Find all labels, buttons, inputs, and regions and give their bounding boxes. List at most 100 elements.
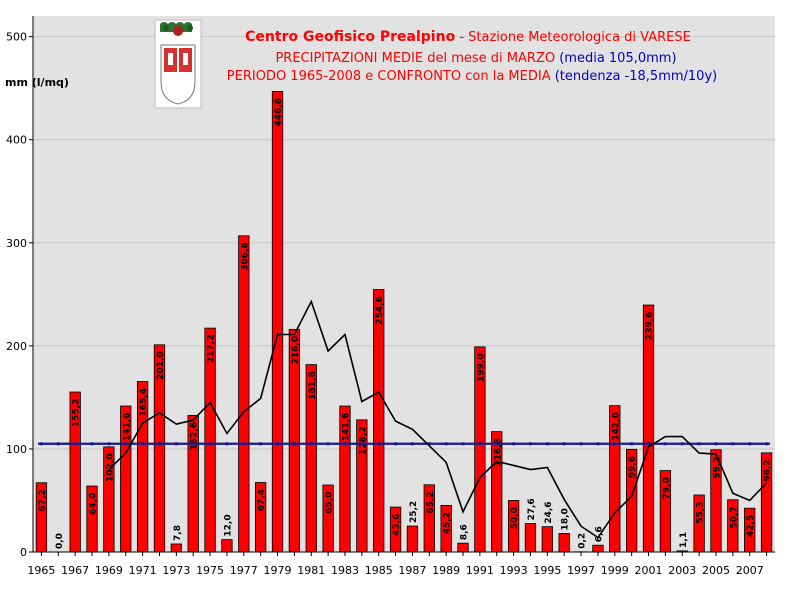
bar-value-label-2004: 55,3 [696,502,706,524]
series-lines [38,299,770,539]
bar-value-label-1988: 65,2 [426,491,436,513]
x-tick-label: 1983 [331,564,359,577]
mean-marker [377,442,381,446]
mean-marker [647,442,651,446]
bar-value-label-1984: 128,2 [358,426,368,454]
x-tick-label: 2003 [668,564,696,577]
bar-value-label-2008: 96,2 [763,459,773,481]
mean-marker [394,442,398,446]
y-tick-label: 400 [6,134,27,147]
title-period-text: PERIODO 1965-2008 e CONFRONTO con la MED… [227,69,555,84]
bar-value-label-1975: 217,2 [207,335,217,363]
mean-marker [208,442,212,446]
mean-marker [343,442,347,446]
title-trend-value: (tendenza -18,5mm/10y) [555,69,717,84]
mean-marker [697,442,701,446]
y-tick-label: 500 [6,31,27,44]
bar-1985 [373,289,385,553]
bar-value-label-1995: 24,6 [544,501,554,523]
x-tick-label: 1995 [533,564,561,577]
bar-value-label-2005: 99,2 [712,456,722,478]
x-tick-label: 1985 [365,564,393,577]
bar-value-label-1985: 254,6 [375,296,385,324]
mean-marker [410,442,414,446]
mean-marker [596,442,600,446]
bar-value-label-1999: 142,0 [611,412,621,440]
mean-marker [748,442,752,446]
mean-marker [107,442,111,446]
mean-marker [73,442,77,446]
bar-value-label-1983: 141,6 [341,413,351,441]
bar-value-label-1979: 446,8 [274,98,284,126]
bar-value-label-1994: 27,6 [527,498,537,520]
mean-marker [495,442,499,446]
varese-coat-of-arms-icon [154,19,202,109]
bar-value-label-1981: 181,8 [308,371,318,399]
x-tick-label: 1965 [27,564,55,577]
bar-1996 [558,533,570,553]
mean-marker [292,442,296,446]
mean-marker [309,442,313,446]
mean-marker [478,442,482,446]
bar-value-label-1990: 8,6 [460,524,470,540]
bar-value-label-1991: 199,0 [476,353,486,381]
x-tick-label: 2005 [702,564,730,577]
title-line-2: PRECIPITAZIONI MEDIE del mese di MARZO (… [275,51,676,66]
mean-marker [579,442,583,446]
bar-value-label-1996: 18,0 [561,508,571,530]
mean-marker [427,442,431,446]
bar-value-label-1970: 141,6 [122,413,132,441]
bar-value-label-1976: 12,0 [223,514,233,536]
bar-value-label-1966: 0,0 [55,533,65,549]
mean-marker [545,442,549,446]
mean-marker [141,442,145,446]
bar-1973 [170,543,182,553]
bar-value-label-1978: 67,4 [257,489,267,511]
mean-marker [512,442,516,446]
bar-1995 [541,526,553,553]
x-tick-label: 1997 [567,564,595,577]
mean-marker [90,442,94,446]
mean-marker [174,442,178,446]
title-mean-value: (media 105,0mm) [559,51,676,66]
x-tick-label: 1973 [162,564,190,577]
mean-marker [191,442,195,446]
bar-value-label-1982: 65,0 [325,492,335,514]
bar-value-label-1980: 216,0 [291,336,301,364]
x-tick-label: 1979 [264,564,292,577]
mean-marker [242,442,246,446]
mean-marker [765,442,769,446]
x-tick-label: 1999 [601,564,629,577]
bar-value-label-1986: 43,6 [392,514,402,536]
y-tick-label: 0 [20,546,27,559]
y-tick-label: 200 [6,340,27,353]
y-axis-label: mm (l/mq) [5,76,69,89]
title-line-3: PERIODO 1965-2008 e CONFRONTO con la MED… [227,69,717,84]
x-tick-label: 1975 [196,564,224,577]
mean-marker [326,442,330,446]
bar-value-label-1977: 306,8 [240,242,250,270]
mean-marker [56,442,60,446]
bar-value-label-1997: 0,2 [578,533,588,549]
bar-1976 [221,539,233,553]
mean-marker [528,442,532,446]
mean-marker [562,442,566,446]
x-tick-label: 1989 [432,564,460,577]
bar-value-label-1992: 116,8 [493,438,503,466]
mean-marker [225,442,229,446]
x-tick-label: 1971 [129,564,157,577]
bar-1998 [592,544,604,553]
mean-marker [444,442,448,446]
bar-1979 [271,91,284,553]
title-line-1: Centro Geofisico Prealpino - Stazione Me… [245,29,691,45]
bar-1977 [238,235,250,553]
mean-marker [680,442,684,446]
y-tick-label: 300 [6,237,27,250]
mean-marker [714,442,718,446]
mean-marker [663,442,667,446]
bar-2001 [642,304,655,553]
bars [35,91,773,553]
x-tick-label: 1993 [500,564,528,577]
bar-value-label-2001: 239,6 [645,312,655,340]
bar-value-label-1989: 45,2 [443,512,453,534]
